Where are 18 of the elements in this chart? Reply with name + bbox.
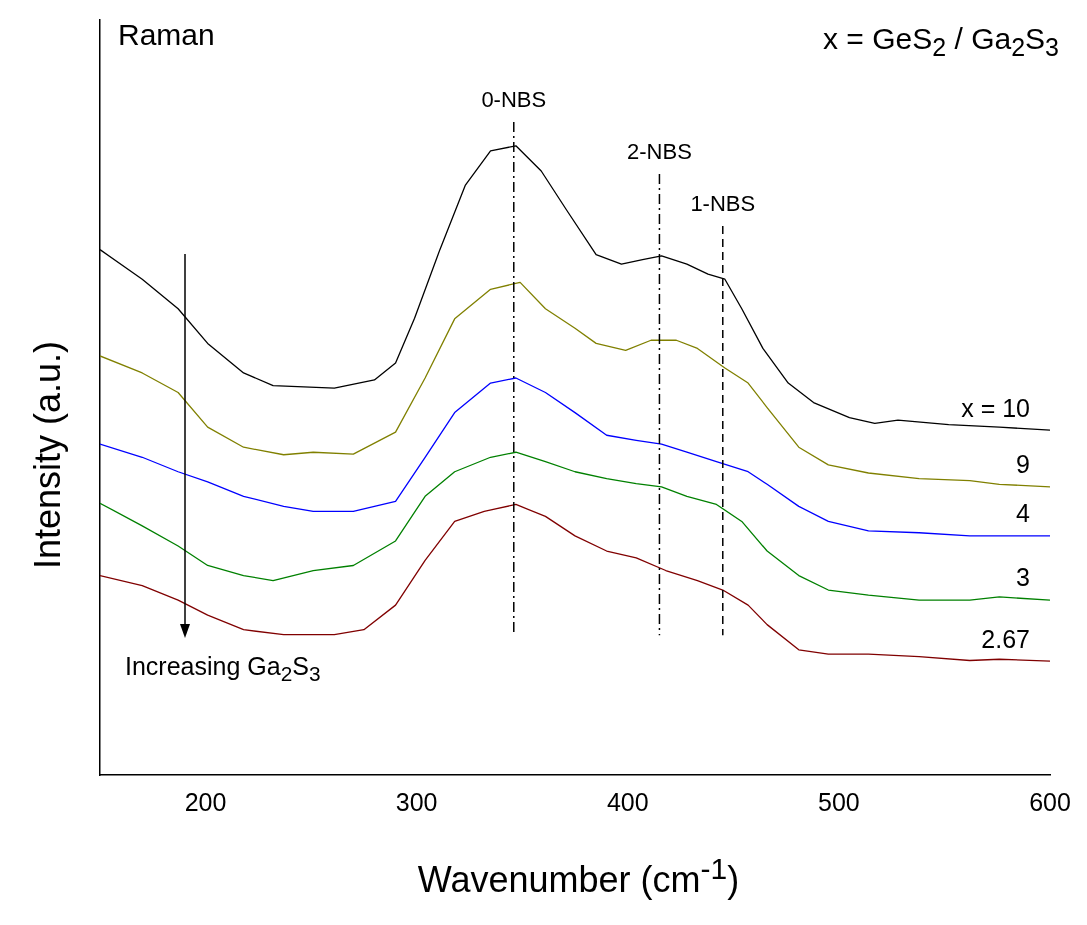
series-label: 4 [1016, 499, 1031, 528]
x-tick-label: 500 [818, 787, 860, 816]
series-label: 9 [1016, 450, 1030, 479]
series-label: 2.67 [981, 624, 1030, 653]
text: Raman [118, 18, 215, 52]
x-tick-label: 200 [184, 787, 227, 816]
ref-line-label: 0-NBS [481, 87, 547, 113]
ref-line-label: 2-NBS [627, 139, 692, 165]
annotation: Increasing Ga$_{2}$S$_{3}$ [125, 652, 321, 686]
x-tick-label: 600 [1029, 787, 1071, 816]
ref-line-label: 1-NBS [690, 191, 756, 217]
series-label: 3 [1016, 563, 1030, 592]
x-axis-title: Wavenumber (cm$^{-1}$) [416, 852, 741, 901]
series-label: x = 10 [961, 393, 1030, 422]
y-axis-title: Intensity (a.u.) [27, 340, 69, 570]
x-tick-label: 300 [395, 787, 438, 816]
text: x = GeS$_{2}$ / Ga$_{2}$S$_{3}$ [823, 22, 1059, 62]
x-tick-label: 400 [606, 787, 649, 816]
